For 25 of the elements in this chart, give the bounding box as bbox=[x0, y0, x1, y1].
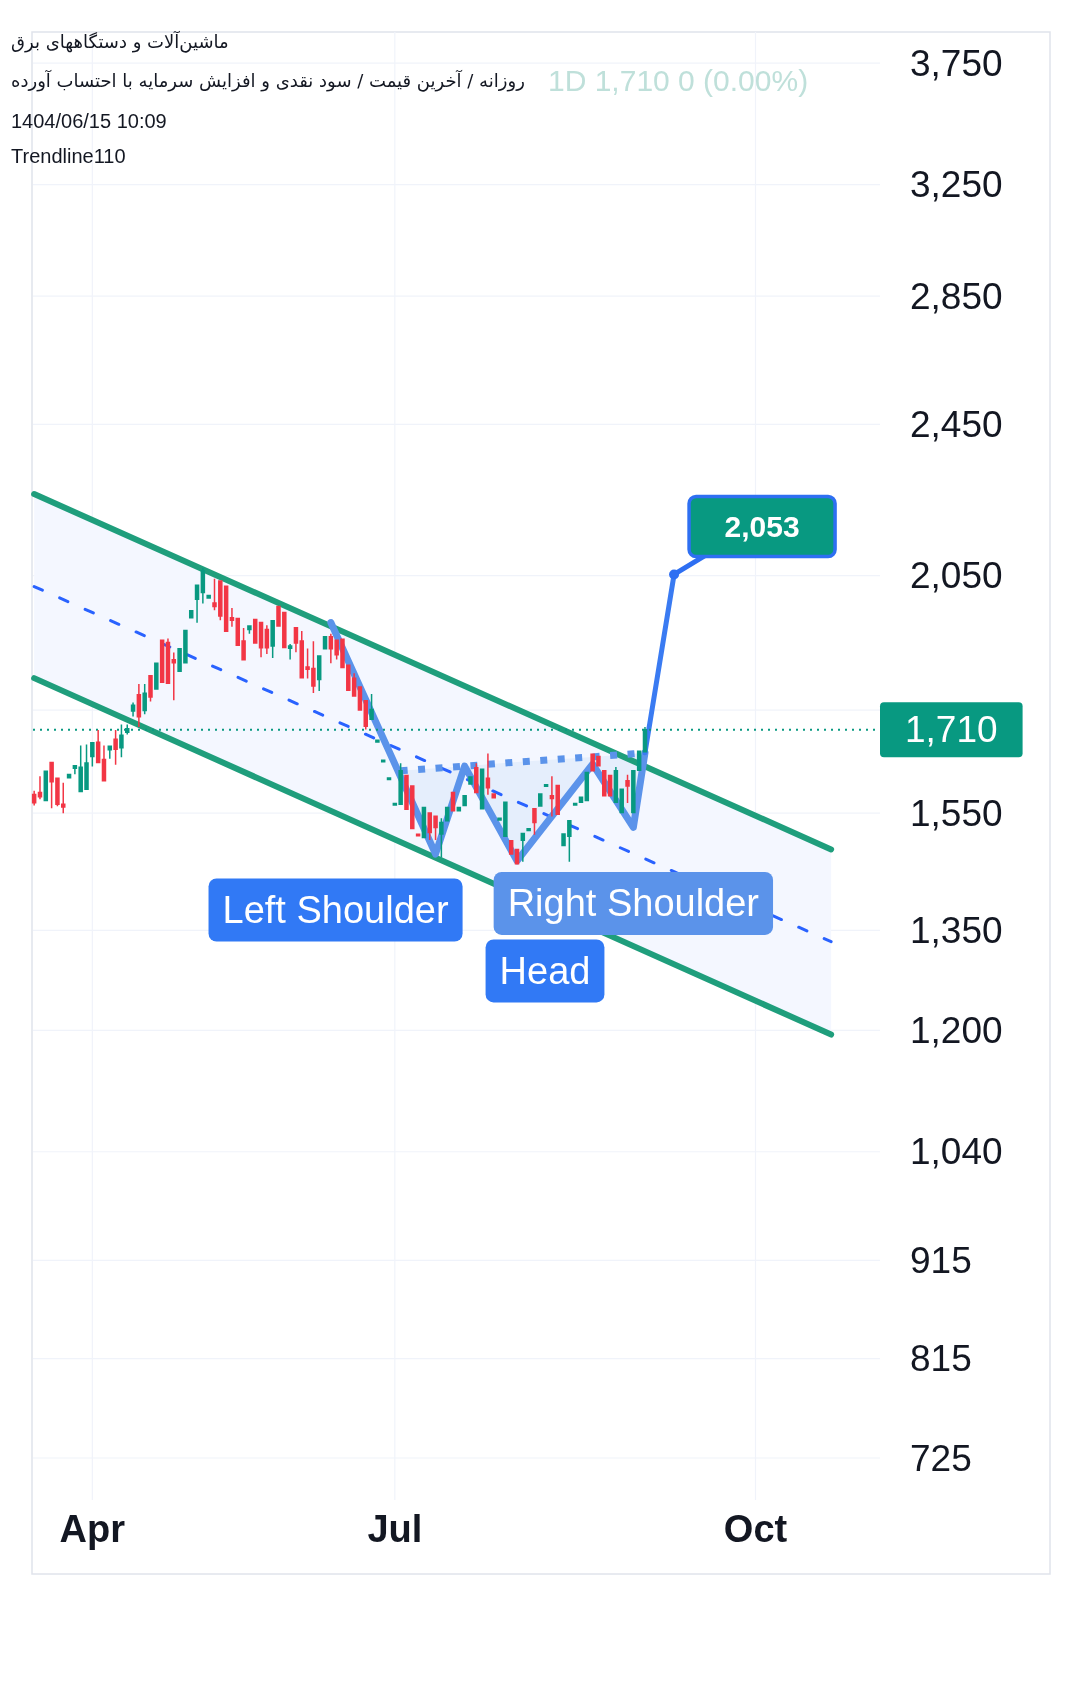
annotation: 1D 1,710 0 (0.00%) bbox=[548, 63, 809, 97]
y-tick-label: 1,350 bbox=[910, 909, 1003, 951]
y-tick-label: 1,200 bbox=[910, 1009, 1003, 1051]
annotation: Left Shoulder bbox=[222, 888, 449, 931]
x-tick-label: Apr bbox=[59, 1508, 126, 1550]
x-tick-label: Jul bbox=[367, 1508, 423, 1550]
text: روزانه / آخرین قیمت / سود نقدی و افزایش سرمایه با احتساب آورده bbox=[11, 68, 525, 92]
y-tick-label: 3,250 bbox=[910, 164, 1003, 206]
chart-title: ماشین‌آلات و دستگاههای برق bbox=[11, 29, 229, 53]
y-tick-label: 915 bbox=[910, 1239, 972, 1281]
y-tick-label: 2,050 bbox=[910, 555, 1003, 597]
y-tick-label: 1,040 bbox=[910, 1131, 1003, 1173]
annotation: Head bbox=[499, 949, 591, 992]
y-tick-label: 2,450 bbox=[910, 403, 1003, 445]
y-tick-label: 2,850 bbox=[910, 275, 1003, 317]
y-tick-label: 3,750 bbox=[910, 42, 1003, 84]
y-tick-label: 1,550 bbox=[910, 792, 1003, 834]
y-tick-label: 725 bbox=[910, 1437, 972, 1479]
annotation: Right Shoulder bbox=[507, 882, 760, 925]
ref-line-label: 1,710 bbox=[905, 709, 998, 751]
annotation: Trendline110 bbox=[11, 145, 126, 167]
data-label: 2,053 bbox=[724, 509, 800, 543]
y-tick-label: 815 bbox=[910, 1338, 972, 1380]
annotation: 1404/06/15 10:09 bbox=[11, 109, 167, 132]
x-tick-label: Oct bbox=[723, 1508, 788, 1550]
